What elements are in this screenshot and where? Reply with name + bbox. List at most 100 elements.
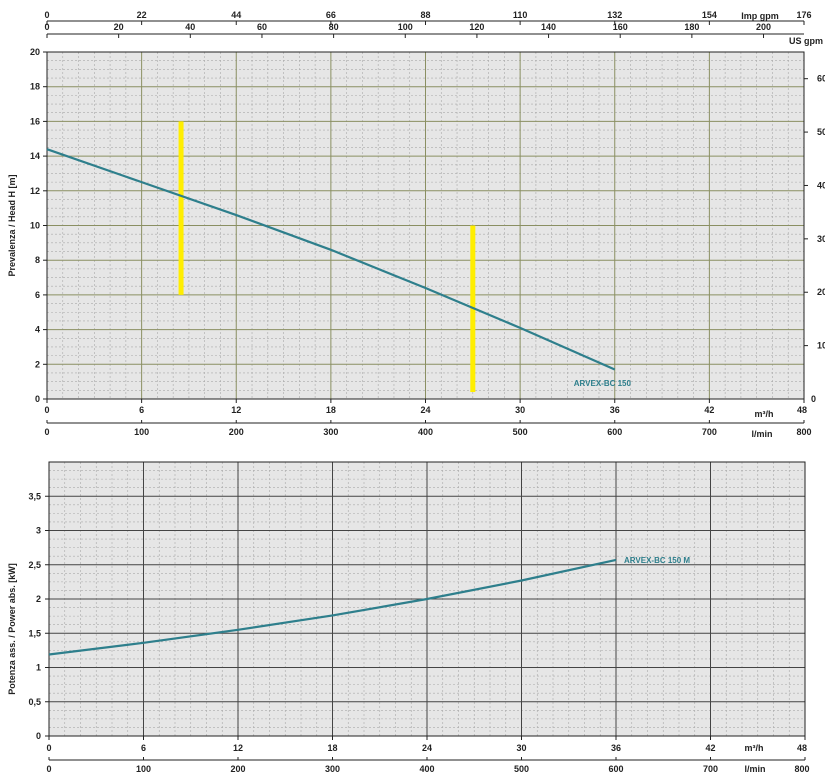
- head-y-tick-label: 0: [35, 394, 40, 404]
- head-grid: [47, 52, 804, 399]
- power-lmin-tick-label: 0: [46, 764, 51, 774]
- power-y-axis-label: Potenza ass. / Power abs. [kW]: [7, 563, 17, 695]
- power-chart: 0 0,5 1 1,5 2 2,5 3 3,5 0 6 12 18 24 30 36 42 48 0 100 200 3…: [7, 461, 810, 774]
- head-curve-line: [46, 148, 616, 371]
- power-x-tick-label: 48: [797, 743, 807, 753]
- power-y-tick-label: 2,5: [28, 560, 41, 570]
- power-x-tick-label: 18: [327, 743, 337, 753]
- head-y-tick-label: 4: [35, 325, 40, 335]
- imp-gpm-tick-label: 176: [796, 10, 811, 20]
- power-lmin-tick-label: 200: [230, 764, 245, 774]
- us-gpm-unit-label: US gpm: [789, 36, 823, 46]
- power-x-tick-label: 12: [233, 743, 243, 753]
- power-y-tick-label: 0: [36, 731, 41, 741]
- head-y-tick-label: 16: [30, 116, 40, 126]
- head-right-tick-label: 20: [817, 287, 825, 297]
- head-y-axis-label: Prevalenza / Head H [m]: [7, 174, 17, 276]
- imp-gpm-unit-label: Imp gpm: [741, 11, 779, 21]
- head-x-tick-label: 30: [515, 405, 525, 415]
- power-y-tick-label: 3: [36, 526, 41, 536]
- us-gpm-tick-label: 120: [469, 22, 484, 32]
- power-lmin-tick-label: 600: [608, 764, 623, 774]
- power-x-tick-label: 36: [611, 743, 621, 753]
- head-x-tick-label: 12: [231, 405, 241, 415]
- imp-gpm-tick-label: 0: [44, 10, 49, 20]
- head-lmin-tick-label: 300: [323, 427, 338, 437]
- power-y-tick-label: 2: [36, 594, 41, 604]
- us-gpm-tick-label: 40: [185, 22, 195, 32]
- power-curve-label: ARVEX-BC 150 M: [624, 556, 690, 565]
- power-x-tick-label: 24: [422, 743, 432, 753]
- head-y-tick-label: 12: [30, 186, 40, 196]
- power-lmin-tick-label: 300: [325, 764, 340, 774]
- head-x-tick-label: 48: [797, 405, 807, 415]
- imp-gpm-tick-label: 88: [420, 10, 430, 20]
- power-grid: [49, 462, 805, 736]
- imp-gpm-tick-label: 44: [231, 10, 241, 20]
- head-lmin-tick-label: 700: [702, 427, 717, 437]
- power-y-tick-label: 1,5: [28, 628, 41, 638]
- head-right-tick-label: 30: [817, 234, 825, 244]
- power-curve-line: [48, 558, 617, 656]
- head-y-tick-label: 20: [30, 47, 40, 57]
- head-right-tick-label: 0: [811, 394, 816, 404]
- head-lmin-tick-label: 800: [796, 427, 811, 437]
- head-curve-label: ARVEX-BC 150: [574, 379, 632, 388]
- head-lmin-tick-label: 500: [513, 427, 528, 437]
- power-tick-labels: 0 0,5 1 1,5 2 2,5 3 3,5 0 6 12 18 24 30 36 42 48 0 100 200 3…: [28, 491, 809, 774]
- us-gpm-tick-label: 140: [541, 22, 556, 32]
- power-y-tick-label: 1: [36, 663, 41, 673]
- imp-gpm-tick-label: 154: [702, 10, 717, 20]
- head-x-tick-label: 36: [610, 405, 620, 415]
- head-y-tick-label: 18: [30, 82, 40, 92]
- head-x-tick-label: 24: [420, 405, 430, 415]
- head-y-tick-label: 14: [30, 151, 40, 161]
- power-lmin-tick-label: 100: [136, 764, 151, 774]
- us-gpm-tick-label: 180: [684, 22, 699, 32]
- imp-gpm-tick-label: 66: [326, 10, 336, 20]
- power-x-tick-label: 6: [141, 743, 146, 753]
- power-x-tick-label: 42: [705, 743, 715, 753]
- us-gpm-tick-label: 80: [329, 22, 339, 32]
- head-lmin-tick-label: 400: [418, 427, 433, 437]
- head-lmin-tick-label: 200: [229, 427, 244, 437]
- us-gpm-tick-label: 0: [44, 22, 49, 32]
- us-gpm-tick-label: 200: [756, 22, 771, 32]
- head-lmin-tick-label: 600: [607, 427, 622, 437]
- us-gpm-tick-label: 100: [398, 22, 413, 32]
- power-lmin-tick-label: 500: [514, 764, 529, 774]
- power-x-tick-label: 0: [46, 743, 51, 753]
- us-gpm-tick-label: 160: [613, 22, 628, 32]
- head-y-tick-label: 8: [35, 255, 40, 265]
- head-lmin-tick-label: 100: [134, 427, 149, 437]
- head-x-tick-label: 0: [44, 405, 49, 415]
- power-m3h-unit-label: m³/h: [745, 743, 764, 753]
- us-gpm-tick-label: 20: [114, 22, 124, 32]
- imp-gpm-tick-label: 132: [607, 10, 622, 20]
- head-lmin-unit-label: l/min: [751, 429, 772, 439]
- head-right-tick-label: 50: [817, 127, 825, 137]
- head-lmin-tick-label: 0: [44, 427, 49, 437]
- power-lmin-tick-label: 700: [703, 764, 718, 774]
- power-y-tick-label: 3,5: [28, 491, 41, 501]
- head-y-tick-label: 2: [35, 359, 40, 369]
- head-right-tick-label: 10: [817, 341, 825, 351]
- head-x-tick-label: 18: [326, 405, 336, 415]
- us-gpm-tick-label: 60: [257, 22, 267, 32]
- imp-gpm-tick-label: 22: [137, 10, 147, 20]
- power-lmin-tick-label: 800: [794, 764, 809, 774]
- head-right-tick-label: 60: [817, 74, 825, 84]
- imp-gpm-tick-label: 110: [513, 10, 528, 20]
- head-y-tick-label: 6: [35, 290, 40, 300]
- power-y-tick-label: 0,5: [28, 697, 41, 707]
- power-x-tick-label: 30: [516, 743, 526, 753]
- head-m3h-unit-label: m³/h: [755, 409, 774, 419]
- head-x-tick-label: 42: [704, 405, 714, 415]
- head-right-tick-label: 40: [817, 180, 825, 190]
- head-x-tick-label: 6: [139, 405, 144, 415]
- power-lmin-unit-label: l/min: [744, 764, 765, 774]
- head-y-tick-label: 10: [30, 221, 40, 231]
